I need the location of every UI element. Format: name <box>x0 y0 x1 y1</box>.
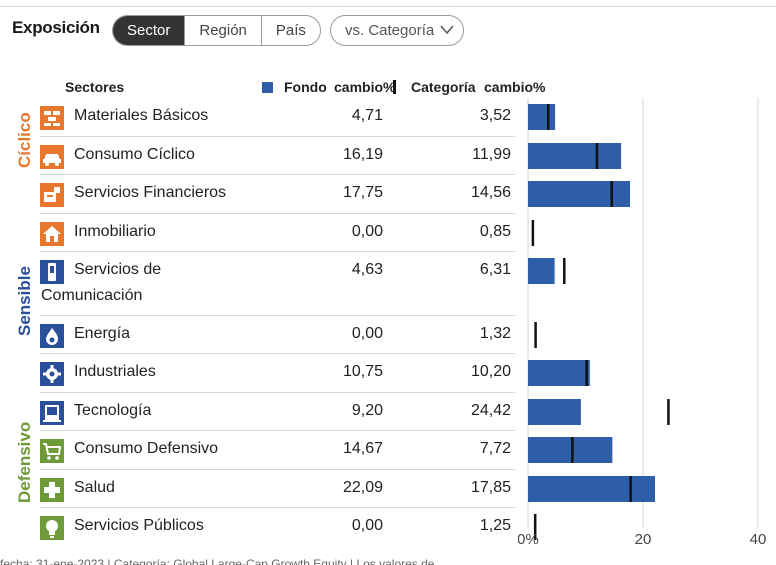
fund-value: 4,63 <box>351 261 383 278</box>
fund-value: 0,00 <box>351 517 383 534</box>
phone-icon <box>40 260 64 284</box>
sector-name: Consumo Defensivo <box>74 440 219 457</box>
house-icon <box>40 222 64 246</box>
fund-bar <box>528 399 581 425</box>
fund-bar <box>528 258 555 284</box>
table-row: Energía 0,00 1,32 <box>40 316 515 354</box>
fund-bar <box>528 437 613 463</box>
x-tick-label: 0% <box>518 531 539 548</box>
bulb-icon <box>40 516 64 540</box>
table-row: Industriales 10,75 10,20 <box>40 354 515 393</box>
compare-dropdown[interactable]: vs. Categoría <box>330 15 464 46</box>
table-row: Tecnología 9,20 24,42 <box>40 393 515 431</box>
fund-value: 0,00 <box>351 325 383 342</box>
table-row: Inmobiliario 0,00 0,85 <box>40 214 515 252</box>
category-value: 3,52 <box>479 107 511 124</box>
table-row: Servicios Financieros 17,75 14,56 <box>40 175 515 214</box>
fund-value: 4,71 <box>351 107 383 124</box>
computer-icon <box>40 401 64 425</box>
sector-name: Materiales Básicos <box>74 107 209 124</box>
category-legend-marker <box>393 80 396 94</box>
fund-value: 14,67 <box>342 440 383 457</box>
category-value: 1,32 <box>479 325 511 342</box>
table-row: Servicios de 4,63 6,31 Comunicación <box>40 252 515 316</box>
group-label-sensible: Sensible <box>15 266 34 336</box>
group-label-defensivo: Defensivo <box>15 421 34 503</box>
car-icon <box>40 145 64 169</box>
sector-name: Industriales <box>74 363 156 380</box>
category-header: Categoría <box>411 79 476 95</box>
sector-name: Tecnología <box>74 402 152 419</box>
fund-bar <box>528 476 656 502</box>
group-label-ciclico: Cíclico <box>15 112 34 168</box>
sector-name: Salud <box>74 479 115 496</box>
sector-name: Servicios Financieros <box>74 184 227 201</box>
table-row: Consumo Cíclico 16,19 11,99 <box>40 137 515 175</box>
fund-bar <box>528 143 622 169</box>
fund-bar <box>528 181 631 207</box>
category-value: 14,56 <box>470 184 511 201</box>
table-row: Consumo Defensivo 14,67 7,72 <box>40 431 515 470</box>
gear-icon <box>40 362 64 386</box>
fund-value: 16,19 <box>342 146 383 163</box>
footer-note: fecha: 31-ene-2023 | Categoría: Global L… <box>0 557 435 565</box>
category-value: 7,72 <box>479 440 511 457</box>
cross-icon <box>40 478 64 502</box>
fund-value: 22,09 <box>342 479 383 496</box>
category-value: 17,85 <box>470 479 511 496</box>
fund-change-header: cambio% <box>334 79 396 95</box>
view-tabs: Sector Región País <box>112 15 321 46</box>
bricks-icon <box>40 106 64 130</box>
sector-name: Inmobiliario <box>74 223 156 240</box>
fund-header: Fondo <box>284 79 327 95</box>
fund-value: 10,75 <box>342 363 383 380</box>
fund-bar <box>528 360 590 386</box>
sector-exposure-chart: 0% 20 40 <box>518 98 767 548</box>
table-row: Servicios Públicos 0,00 1,25 <box>40 508 515 547</box>
fund-value: 17,75 <box>342 184 383 201</box>
page-title: Exposición <box>12 18 100 37</box>
category-value: 6,31 <box>479 261 511 278</box>
sector-name: Servicios de <box>74 261 162 278</box>
finance-icon <box>40 183 64 207</box>
chevron-down-icon <box>440 22 454 39</box>
sector-name: Energía <box>74 325 131 342</box>
sectors-header: Sectores <box>65 79 125 95</box>
x-tick-label: 20 <box>635 531 652 548</box>
fund-legend-swatch <box>262 82 273 93</box>
fund-value: 0,00 <box>351 223 383 240</box>
x-tick-label: 40 <box>750 531 767 548</box>
fund-bar <box>528 104 556 130</box>
flame-icon <box>40 324 64 348</box>
tab-sector[interactable]: Sector <box>113 16 185 45</box>
category-value: 24,42 <box>470 402 511 419</box>
compare-dropdown-label: vs. Categoría <box>345 22 435 39</box>
tab-region[interactable]: Región <box>184 16 261 45</box>
top-divider <box>0 6 776 7</box>
sector-name: Servicios Públicos <box>74 517 204 534</box>
tab-country[interactable]: País <box>260 16 320 45</box>
cart-icon <box>40 439 64 463</box>
category-value: 0,85 <box>479 223 511 240</box>
sector-name: Consumo Cíclico <box>74 146 195 163</box>
fund-value: 9,20 <box>351 402 383 419</box>
category-value: 1,25 <box>479 517 511 534</box>
category-change-header: cambio% <box>484 79 546 95</box>
table-row: Materiales Básicos 4,71 3,52 <box>40 98 515 137</box>
table-row: Salud 22,09 17,85 <box>40 470 515 508</box>
category-value: 11,99 <box>472 146 511 163</box>
sector-name-continued: Comunicación <box>41 287 143 304</box>
category-value: 10,20 <box>470 363 511 380</box>
